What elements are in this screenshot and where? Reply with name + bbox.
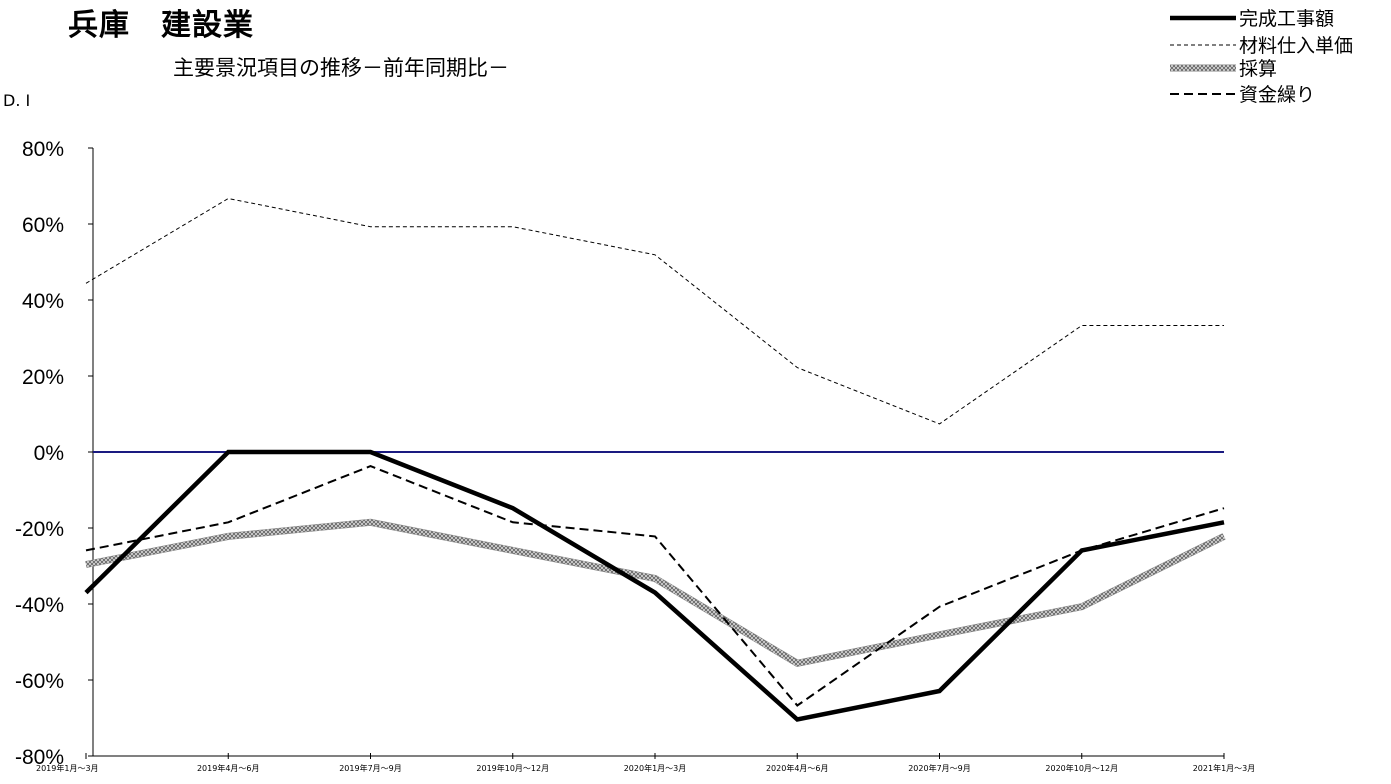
x-tick-label: 2019年1月～3月	[36, 763, 99, 773]
legend-label: 資金繰り	[1239, 84, 1315, 106]
y-tick-label: 0%	[34, 442, 64, 465]
y-tick-label: -80%	[15, 746, 64, 769]
y-tick-label: -40%	[15, 594, 64, 617]
series-line	[85, 465, 1225, 707]
series-line	[85, 519, 1226, 667]
series-line	[85, 197, 1224, 425]
x-tick-label: 2021年1月～3月	[1193, 763, 1256, 773]
x-tick-label: 2019年7月～9月	[339, 763, 402, 773]
legend-label: 採算	[1239, 58, 1277, 80]
y-tick-label: 20%	[22, 366, 64, 389]
x-tick-label: 2019年4月～6月	[197, 763, 260, 773]
y-tick-label: 60%	[22, 214, 64, 237]
y-axis-label: D. I	[3, 91, 31, 110]
series-layer	[84, 197, 1226, 722]
chart-title: 兵庫 建設業	[68, 8, 254, 43]
chart-subtitle: 主要景況項目の推移－前年同期比－	[173, 56, 509, 80]
x-tick-label: 2019年10月～12月	[476, 763, 549, 773]
y-tick-label: -60%	[15, 670, 64, 693]
series-line	[84, 449, 1225, 722]
y-tick-label: 80%	[22, 138, 64, 161]
legend-label: 完成工事額	[1239, 8, 1334, 30]
x-tick-label: 2020年4月～6月	[766, 763, 829, 773]
x-tick-label: 2020年7月～9月	[908, 763, 971, 773]
legend-label: 材料仕入単価	[1239, 35, 1353, 57]
x-tick-label: 2020年10月～12月	[1045, 763, 1118, 773]
x-tick-label: 2020年1月～3月	[624, 763, 687, 773]
axes: 80% 60% 40% 20% 0% -20% -40% -60% -80%2019年1月～3月…	[15, 138, 1255, 773]
y-tick-label: -20%	[15, 518, 64, 541]
y-tick-label: 40%	[22, 290, 64, 313]
